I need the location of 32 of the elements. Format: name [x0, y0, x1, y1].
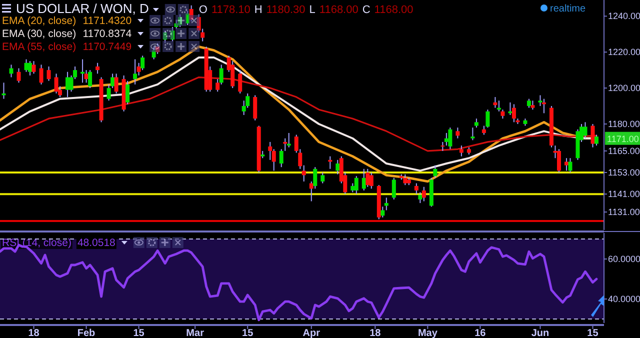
- x-tick-label: Feb: [77, 328, 96, 338]
- x-tick-label: May: [418, 328, 438, 338]
- x-tick-label: 15: [133, 328, 145, 338]
- annotation: 1170.7449: [82, 41, 132, 53]
- text: EMA (30, close): [2, 28, 76, 40]
- y-tick-label: 1131.00: [608, 207, 640, 218]
- x-tick-label: 18: [370, 328, 382, 338]
- x-tick-label: Apr: [302, 328, 320, 338]
- chart-title: US DOLLAR / WON, D: [16, 1, 149, 16]
- y-tick-label: 1153.00: [608, 168, 640, 178]
- y-tick-label: 1165.00: [608, 146, 640, 156]
- text: EMA (20, close): [2, 15, 76, 27]
- text: EMA (55, close): [2, 41, 76, 53]
- x-tick-label: 16: [474, 328, 486, 338]
- annotation: O 1178.10 H 1180.30 L 1168.00 C 1168.00: [198, 4, 414, 16]
- y-tick-label: 60.0000: [608, 254, 640, 264]
- y-tick-label: 1240.00: [608, 11, 640, 22]
- y-tick-label: 1180.00: [608, 118, 640, 129]
- annotation: 1170.8374: [82, 28, 132, 40]
- y-tick-label: 40.0000: [608, 294, 640, 304]
- annotation: 48.0518: [77, 237, 116, 249]
- annotation: realtime: [550, 4, 586, 14]
- y-tick-label: 1141.00: [608, 189, 640, 200]
- x-tick-label: 15: [242, 328, 254, 338]
- text: 1171.00: [607, 134, 639, 144]
- x-tick-label: Mar: [186, 328, 204, 338]
- annotation: 1171.4320: [82, 15, 132, 27]
- x-tick-label: 15: [587, 328, 599, 338]
- x-tick-label: 18: [28, 328, 40, 338]
- x-tick-label: Jun: [531, 328, 550, 338]
- y-tick-label: 1200.00: [608, 83, 640, 94]
- y-tick-label: 1220.00: [608, 47, 640, 58]
